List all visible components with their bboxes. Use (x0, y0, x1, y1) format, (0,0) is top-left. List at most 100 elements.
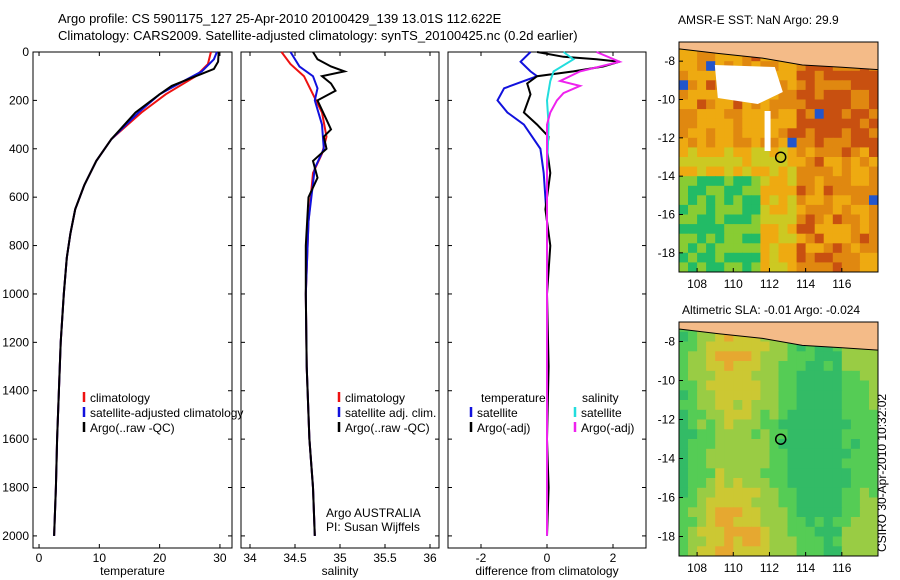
sst-field-cell (859, 185, 870, 196)
sst-field-cell (751, 147, 761, 158)
sla-field-cell (742, 400, 752, 411)
sla-field-cell (724, 400, 734, 411)
sst-field-cell (859, 176, 870, 187)
sla-field-cell (805, 429, 816, 440)
sst-field-cell (697, 128, 707, 139)
sla-field-cell (706, 546, 716, 556)
sst-field-cell (787, 80, 798, 91)
sla-field-cell (859, 517, 870, 528)
sla-field-cell (769, 517, 780, 528)
sla-field-cell (805, 468, 816, 479)
sst-field-cell (805, 137, 816, 148)
sst-field-cell (841, 128, 852, 139)
sst-field-cell (787, 214, 798, 225)
sst-field-cell (869, 89, 878, 101)
depth-tick-label: 800 (9, 239, 29, 253)
sla-field-cell (742, 458, 752, 469)
sst-field-cell (805, 128, 816, 139)
sst-field-cell (841, 185, 852, 196)
sla-field-cell (688, 409, 698, 421)
sst-field-cell (688, 89, 698, 101)
sst-field-cell (787, 61, 798, 72)
sst-field-cell (869, 243, 878, 254)
sla-field-cell (688, 400, 698, 411)
sla-field-cell (859, 390, 870, 401)
sst-field-cell (832, 147, 843, 158)
sla-field-cell (760, 409, 770, 421)
sst-field-cell (688, 195, 698, 206)
sla-field-cell (778, 468, 789, 479)
sla-field-cell (850, 546, 861, 556)
sst-field-cell (760, 176, 770, 187)
sst-field-cell (796, 214, 807, 225)
sst-field-cell (679, 109, 689, 120)
sla-field-cell (706, 380, 716, 391)
sst-field-cell (688, 176, 698, 187)
sst-field-cell (823, 233, 834, 244)
sla-field-cell (841, 536, 852, 547)
sst-field-cell (859, 109, 870, 120)
sst-xtick-label: 116 (832, 277, 851, 291)
sst-field-cell (805, 70, 816, 81)
sla-field-cell (733, 526, 743, 538)
sst-nodata-streak (764, 111, 771, 151)
sla-field-cell (742, 517, 752, 528)
sst-field-cell (778, 195, 789, 206)
sst-field-cell (859, 214, 870, 225)
sst-map-title: AMSR-E SST: NaN Argo: 29.9 (678, 13, 839, 27)
sla-field-cell (706, 439, 716, 450)
sst-field-cell (724, 147, 734, 158)
sla-field-cell (832, 419, 843, 430)
sla-field-cell (760, 429, 770, 440)
sla-field-cell (715, 526, 725, 538)
sla-field-cell (859, 380, 870, 391)
sla-field-cell (751, 497, 761, 508)
sla-field-cell (697, 507, 707, 518)
sla-field-cell (742, 351, 752, 362)
sst-field-cell (832, 99, 843, 110)
sst-field-cell (769, 195, 780, 206)
sla-field-cell (751, 361, 761, 372)
sla-field-cell (751, 409, 761, 421)
sla-field-cell (787, 526, 798, 538)
sla-field-cell (869, 380, 878, 391)
sla-field-cell (760, 370, 770, 382)
difference-legend-heading-salinity: salinity (582, 391, 619, 405)
sla-field-cell (706, 448, 716, 460)
sst-xtick-label: 108 (687, 277, 707, 291)
sla-field-cell (715, 341, 725, 352)
sla-field-cell (850, 439, 861, 450)
sst-field-cell (742, 214, 752, 225)
sst-field-cell (814, 70, 825, 81)
sla-field-cell (832, 458, 843, 469)
sla-field-cell (697, 419, 707, 430)
sst-field-cell (859, 166, 870, 177)
sla-field-cell (742, 546, 752, 556)
sla-field-cell (859, 526, 870, 538)
sla-field-cell (733, 536, 743, 547)
sla-field-cell (805, 526, 816, 538)
sla-field-cell (850, 429, 861, 440)
sla-field-cell (805, 507, 816, 518)
sst-field-cell (706, 80, 716, 91)
sst-field-cell (823, 89, 834, 101)
sst-field-cell (859, 89, 870, 101)
sla-field-cell (715, 458, 725, 469)
sst-field-cell (706, 243, 716, 254)
sla-xtick-label: 112 (760, 561, 779, 575)
sla-field-cell (814, 439, 825, 450)
sla-field-cell (832, 448, 843, 460)
salinity-xtick-label: 34.5 (283, 551, 307, 565)
sla-field-cell (742, 536, 752, 547)
sst-ytick-label: -18 (658, 246, 676, 260)
sla-field-cell (823, 429, 834, 440)
sst-field-cell (814, 89, 825, 101)
sla-field-cell (688, 497, 698, 508)
sst-xtick-label: 114 (796, 277, 815, 291)
sla-field-cell (715, 468, 725, 479)
sst-field-cell (814, 80, 825, 91)
sla-field-cell (769, 439, 780, 450)
sla-field-cell (814, 497, 825, 508)
sst-field-cell (733, 195, 743, 206)
sst-map-group (678, 41, 879, 273)
